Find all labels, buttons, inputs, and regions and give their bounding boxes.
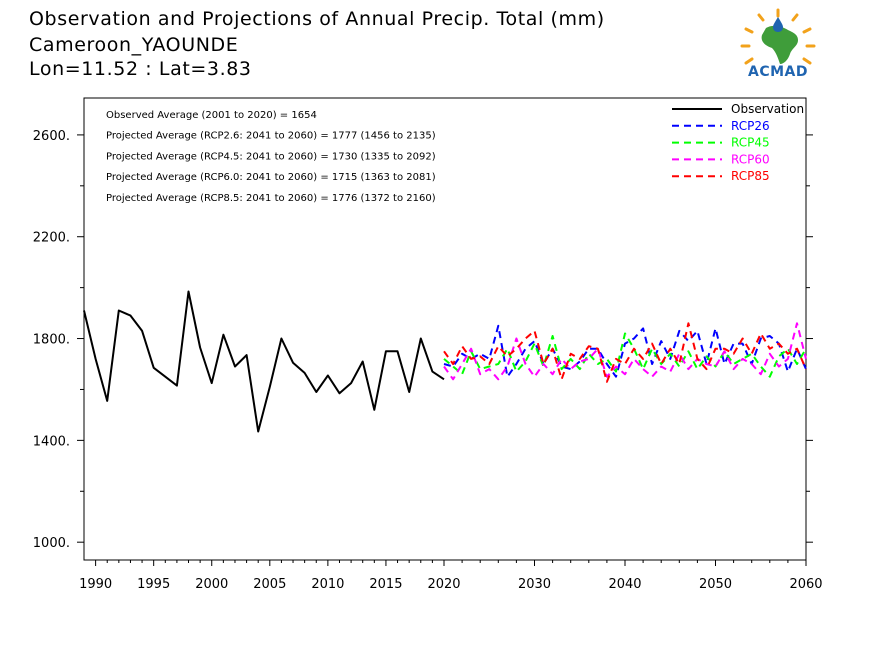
annotation-text: Projected Average (RCP6.0: 2041 to 2060)…: [106, 172, 436, 183]
series-line-rcp26: [443, 324, 807, 378]
x-tick-label: 2040: [608, 577, 641, 592]
series-line-rcp60: [443, 322, 807, 381]
x-tick-label: 2050: [699, 577, 732, 592]
legend-label-rcp26: RCP26: [731, 119, 770, 133]
y-tick-label: 2200.: [33, 231, 70, 246]
annotation-text: Projected Average (RCP4.5: 2041 to 2060)…: [106, 151, 436, 162]
x-tick-label: 1995: [137, 577, 170, 592]
legend-label-rcp60: RCP60: [731, 152, 770, 166]
y-tick-label: 1000.: [33, 536, 70, 551]
series-line-rcp45: [443, 332, 807, 378]
station-name: Cameroon_YAOUNDE: [29, 34, 239, 56]
plot-frame: [83, 97, 807, 561]
legend-label-rcp85: RCP85: [731, 169, 770, 183]
x-tick-label: 2060: [789, 577, 822, 592]
y-tick-label: 2600.: [33, 129, 70, 144]
annotation-text: Projected Average (RCP8.5: 2041 to 2060)…: [106, 193, 436, 204]
x-tick-label: 2020: [427, 577, 460, 592]
africa-drop-logo-icon: [740, 8, 816, 65]
series-line-rcp85: [443, 322, 807, 383]
y-tick-label: 1400.: [33, 434, 70, 449]
y-tick-label: 1800.: [33, 333, 70, 348]
x-tick-label: 2005: [253, 577, 286, 592]
legend-label-observation: Observation: [731, 102, 804, 116]
acmad-logo-text: ACMAD: [748, 64, 808, 80]
chart-title: Observation and Projections of Annual Pr…: [29, 8, 605, 30]
x-tick-label: 2010: [311, 577, 344, 592]
x-tick-label: 1990: [79, 577, 112, 592]
annotation-text: Observed Average (2001 to 2020) = 1654: [106, 110, 317, 121]
x-tick-label: 2015: [369, 577, 402, 592]
x-tick-label: 2030: [518, 577, 551, 592]
annotation-text: Projected Average (RCP2.6: 2041 to 2060)…: [106, 131, 436, 142]
station-coordinates: Lon=11.52 : Lat=3.83: [29, 58, 252, 80]
series-line-observation: [83, 290, 445, 433]
legend-label-rcp45: RCP45: [731, 136, 770, 150]
x-tick-label: 2000: [195, 577, 228, 592]
